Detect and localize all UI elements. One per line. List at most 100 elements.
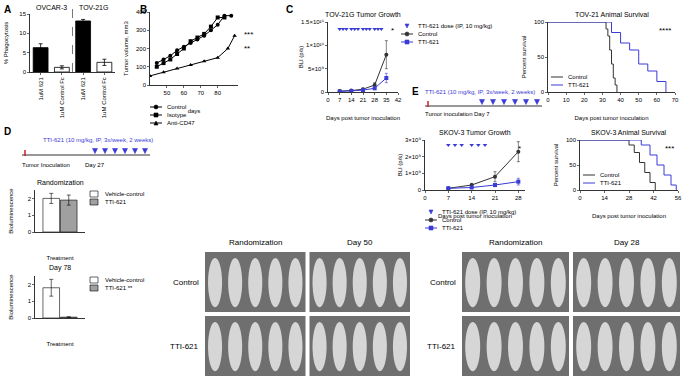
svg-text:Day 78: Day 78 — [49, 264, 71, 272]
svg-text:Days post tumor inoculation: Days post tumor inoculation — [592, 213, 666, 219]
svg-text:Percent survival: Percent survival — [553, 144, 559, 187]
svg-text:0: 0 — [423, 195, 427, 201]
svg-text:Vehicle-control: Vehicle-control — [105, 191, 144, 197]
svg-text:Days post tumor inoculation: Days post tumor inoculation — [438, 213, 512, 219]
svg-text:Randomization: Randomization — [229, 238, 282, 247]
svg-text:***: *** — [665, 144, 674, 153]
svg-text:*: * — [391, 26, 394, 35]
svg-text:Bioluminescence: Bioluminescence — [8, 274, 14, 320]
svg-text:0: 0 — [573, 187, 577, 193]
svg-text:1×10⁹: 1×10⁹ — [405, 170, 422, 176]
svg-text:Control: Control — [442, 217, 461, 223]
svg-text:7: 7 — [447, 195, 451, 201]
svg-text:% Phagocytosis: % Phagocytosis — [3, 22, 9, 65]
svg-text:28: 28 — [626, 195, 633, 201]
svg-text:TTI-621 dose (IP, 10 mg/kg): TTI-621 dose (IP, 10 mg/kg) — [442, 209, 516, 215]
svg-text:3×10⁹: 3×10⁹ — [405, 137, 422, 143]
svg-text:2: 2 — [28, 282, 32, 288]
svg-text:Day 7: Day 7 — [474, 111, 490, 117]
svg-text:Tumor Inoculation: Tumor Inoculation — [22, 162, 70, 168]
svg-text:0: 0 — [143, 82, 147, 88]
svg-text:Day 50: Day 50 — [347, 238, 373, 247]
svg-text:50: 50 — [164, 90, 171, 96]
svg-text:50: 50 — [635, 97, 642, 103]
svg-text:TTI-621 dose (IP, 10 mg/kg): TTI-621 dose (IP, 10 mg/kg) — [418, 23, 492, 29]
svg-text:Isotype: Isotype — [167, 112, 187, 118]
svg-text:TOV-21G Tumor Growth: TOV-21G Tumor Growth — [325, 11, 401, 18]
svg-text:10: 10 — [563, 97, 570, 103]
svg-text:40: 40 — [617, 97, 624, 103]
svg-text:**: ** — [244, 44, 250, 53]
svg-text:TTI-621 (10 mg/kg, IP, 3x/week: TTI-621 (10 mg/kg, IP, 3x/week, 2 weeks) — [425, 89, 535, 95]
svg-text:50: 50 — [569, 162, 576, 168]
svg-text:D: D — [4, 126, 11, 137]
svg-text:7: 7 — [338, 97, 342, 103]
svg-text:BLI (p/s): BLI (p/s) — [298, 46, 304, 69]
svg-text:Treatment: Treatment — [46, 341, 73, 347]
svg-text:****: **** — [659, 26, 671, 35]
svg-text:Day 28: Day 28 — [614, 238, 640, 247]
svg-text:100: 100 — [136, 64, 147, 70]
svg-text:TTI-621: TTI-621 — [442, 225, 464, 231]
svg-text:100: 100 — [534, 19, 545, 25]
svg-text:TTI-621 **: TTI-621 ** — [105, 285, 133, 291]
svg-text:*: * — [518, 144, 521, 153]
svg-text:Tumor inoculation: Tumor inoculation — [425, 111, 472, 117]
svg-text:1×10¹⁰: 1×10¹⁰ — [306, 42, 325, 48]
svg-text:42: 42 — [650, 195, 657, 201]
svg-text:0: 0 — [546, 97, 550, 103]
svg-text:1: 1 — [28, 212, 32, 218]
svg-text:2×10⁹: 2×10⁹ — [405, 154, 422, 160]
svg-text:TTI-621: TTI-621 — [105, 199, 127, 205]
svg-text:42: 42 — [395, 97, 402, 103]
svg-text:TTI-621: TTI-621 — [568, 82, 590, 88]
svg-text:0: 0 — [541, 89, 545, 95]
svg-text:Control: Control — [600, 172, 619, 178]
svg-text:B: B — [140, 4, 147, 15]
svg-text:28: 28 — [371, 97, 378, 103]
svg-text:1.5×10¹⁰: 1.5×10¹⁰ — [301, 19, 325, 25]
svg-text:10: 10 — [19, 30, 26, 36]
svg-text:Bioluminescence: Bioluminescence — [8, 188, 14, 234]
svg-text:Control: Control — [173, 278, 199, 287]
svg-text:TOV-21 Animal Survival: TOV-21 Animal Survival — [575, 11, 649, 18]
svg-text:E: E — [412, 86, 419, 97]
svg-text:0: 0 — [418, 187, 422, 193]
svg-text:0: 0 — [326, 97, 330, 103]
svg-text:Treatment: Treatment — [46, 255, 73, 261]
svg-text:80: 80 — [214, 90, 221, 96]
svg-text:60: 60 — [654, 97, 661, 103]
svg-text:1uM Control Fc: 1uM Control Fc — [59, 77, 65, 118]
svg-text:OVCAR-3: OVCAR-3 — [36, 4, 67, 11]
svg-text:28: 28 — [515, 195, 522, 201]
svg-text:21: 21 — [360, 97, 367, 103]
svg-text:Control: Control — [418, 31, 437, 37]
svg-text:SKOV-3 Animal Survival: SKOV-3 Animal Survival — [591, 129, 667, 136]
svg-text:Percent survival: Percent survival — [521, 36, 527, 79]
svg-text:21: 21 — [492, 195, 499, 201]
svg-text:14: 14 — [601, 195, 608, 201]
svg-text:30: 30 — [599, 97, 606, 103]
svg-text:SKOV-3 Tumor Growth: SKOV-3 Tumor Growth — [439, 129, 511, 136]
svg-text:14: 14 — [348, 97, 355, 103]
svg-text:Vehicle-control: Vehicle-control — [105, 277, 144, 283]
svg-text:70: 70 — [672, 97, 679, 103]
svg-text:Days post tumor inoculation: Days post tumor inoculation — [326, 115, 400, 121]
svg-text:TTI-621: TTI-621 — [600, 180, 622, 186]
svg-text:14: 14 — [468, 195, 475, 201]
svg-text:5: 5 — [23, 50, 27, 56]
svg-text:5×10⁹: 5×10⁹ — [308, 66, 325, 72]
svg-text:100: 100 — [566, 137, 577, 143]
svg-text:1uM 621: 1uM 621 — [80, 77, 86, 101]
svg-text:35: 35 — [383, 97, 390, 103]
svg-text:200: 200 — [136, 46, 147, 52]
svg-text:0: 0 — [321, 89, 325, 95]
svg-text:Control: Control — [167, 104, 186, 110]
svg-text:Day 27: Day 27 — [85, 162, 105, 168]
svg-text:20: 20 — [581, 97, 588, 103]
svg-text:1: 1 — [28, 298, 32, 304]
svg-text:TOV-21G: TOV-21G — [79, 4, 108, 11]
svg-text:0: 0 — [28, 229, 32, 235]
svg-text:A: A — [4, 4, 11, 15]
svg-text:TTI-621 (10 mg/kg, IP, 3x/week: TTI-621 (10 mg/kg, IP, 3x/week, 2 weeks) — [43, 137, 153, 143]
